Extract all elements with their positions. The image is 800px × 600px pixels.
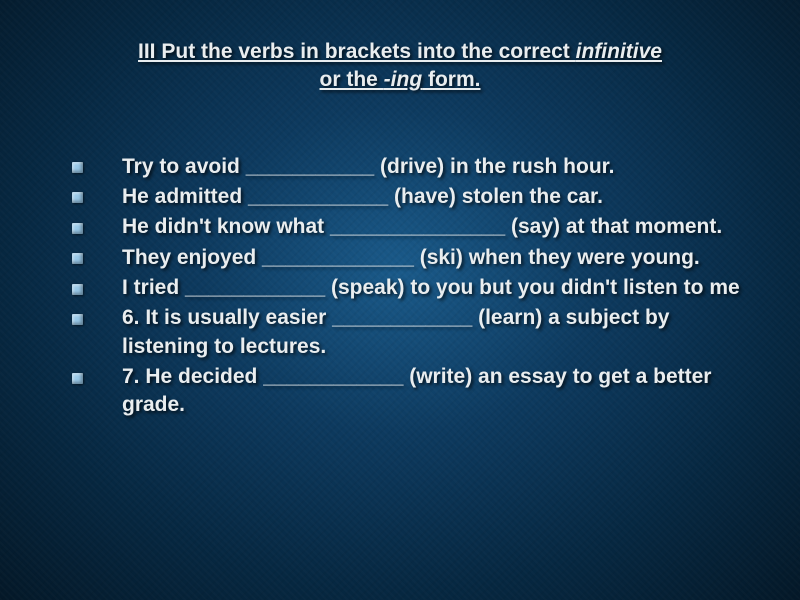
list-item: They enjoyed _____________ (ski) when th… [72,244,760,272]
slide: III Put the verbs in brackets into the c… [0,0,800,600]
slide-title: III Put the verbs in brackets into the c… [60,38,740,95]
list-item: He admitted ____________ (have) stolen t… [72,183,760,211]
list-item: 6. It is usually easier ____________ (le… [72,304,760,361]
list-item-text: 7. He decided ____________ (write) an es… [122,365,711,416]
list-item-text: They enjoyed _____________ (ski) when th… [122,246,700,269]
title-line1-italic: infinitive [576,40,662,63]
title-line-2: or the -ing form. [60,66,740,94]
title-line1-prefix: III Put the verbs in brackets into the c… [138,40,576,63]
list-item-text: Try to avoid ___________ (drive) in the … [122,155,615,178]
list-item-text: He didn't know what _______________ (say… [122,215,722,238]
title-line2-prefix: or the [320,68,384,91]
list-item: He didn't know what _______________ (say… [72,213,760,241]
list-item: Try to avoid ___________ (drive) in the … [72,153,760,181]
exercise-list: Try to avoid ___________ (drive) in the … [40,153,760,420]
title-line2-italic: -ing [384,68,422,91]
list-item: I tried ____________ (speak) to you but … [72,274,760,302]
list-item-text: He admitted ____________ (have) stolen t… [122,185,603,208]
list-item-text: I tried ____________ (speak) to you but … [122,276,740,299]
list-item-text: 6. It is usually easier ____________ (le… [122,306,670,357]
title-line2-suffix: form. [422,68,480,91]
title-line-1: III Put the verbs in brackets into the c… [60,38,740,66]
list-item: 7. He decided ____________ (write) an es… [72,363,760,420]
